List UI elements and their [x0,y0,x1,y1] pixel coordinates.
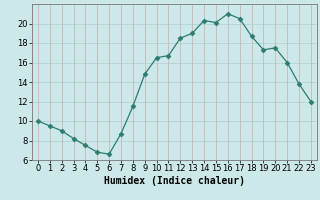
X-axis label: Humidex (Indice chaleur): Humidex (Indice chaleur) [104,176,245,186]
